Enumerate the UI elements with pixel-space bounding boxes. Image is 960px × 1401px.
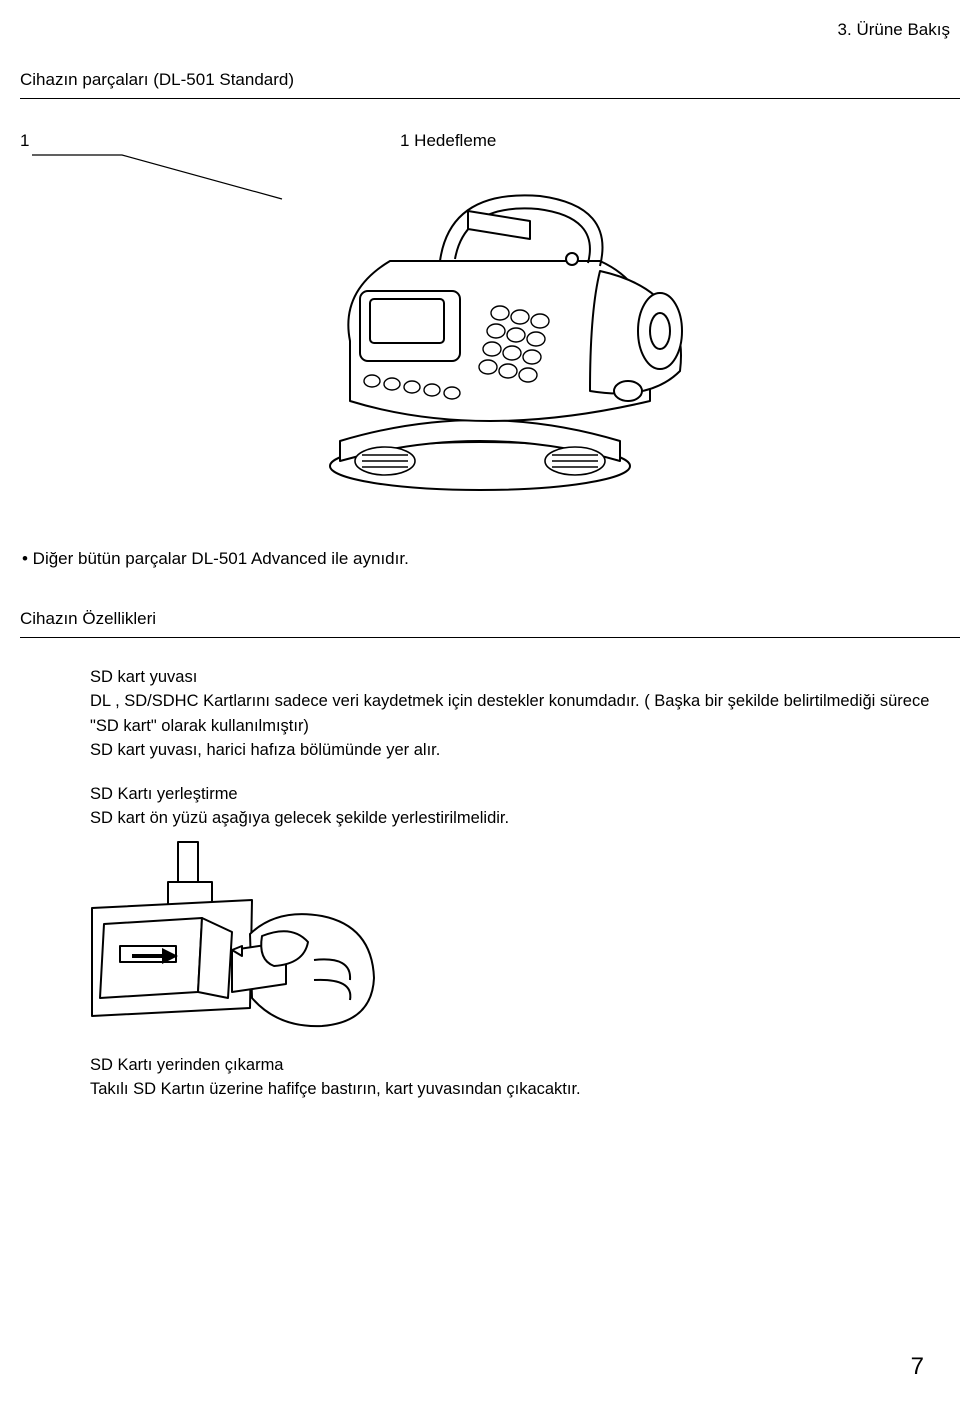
sd-remove-heading: SD Kartı yerinden çıkarma: [90, 1054, 960, 1076]
sd-slot-line2: "SD kart" olarak kullanılmıştır): [90, 715, 960, 737]
callout-number: 1: [20, 127, 80, 151]
page-number: 7: [911, 1353, 924, 1381]
sd-remove-line1: Takılı SD Kartın üzerine hafifçe bastırı…: [90, 1078, 960, 1100]
parts-note: • Diğer bütün parçalar DL-501 Advanced i…: [0, 549, 960, 569]
section-parts-title: Cihazın parçaları (DL-501 Standard): [0, 70, 960, 90]
divider: [20, 637, 960, 638]
sd-slot-line1: DL , SD/SDHC Kartlarını sadece veri kayd…: [90, 690, 960, 712]
sd-slot-block: SD kart yuvası DL , SD/SDHC Kartlarını s…: [0, 666, 960, 1100]
sd-insert-line1: SD kart ön yüzü aşağıya gelecek şekilde …: [90, 807, 960, 829]
sd-slot-heading: SD kart yuvası: [90, 666, 960, 688]
chapter-heading: 3. Ürüne Bakış: [0, 20, 960, 40]
callout-number-text: 1: [20, 131, 29, 150]
leader-line: [32, 147, 292, 207]
sd-insert-illustration: [82, 838, 392, 1048]
sd-insert-heading: SD Kartı yerleştirme: [90, 783, 960, 805]
sd-insert-figure: [82, 838, 960, 1054]
section-features-title: Cihazın Özellikleri: [0, 609, 960, 629]
sd-slot-line3: SD kart yuvası, harici hafıza bölümünde …: [90, 739, 960, 761]
divider: [20, 98, 960, 99]
device-illustration: [220, 141, 740, 521]
